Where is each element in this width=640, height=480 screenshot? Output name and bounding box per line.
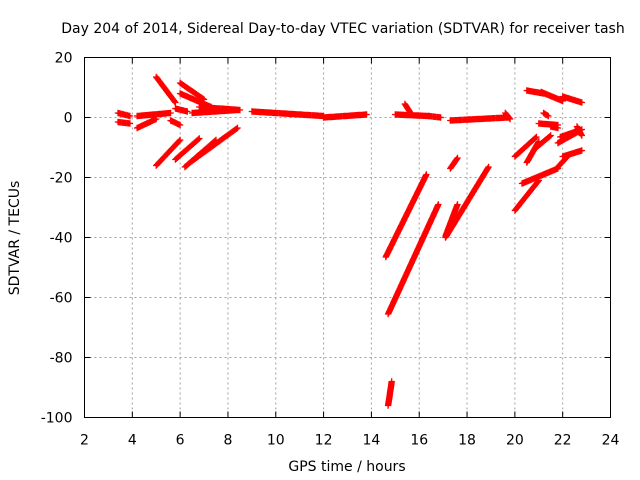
x-axis-label: GPS time / hours [288, 459, 405, 475]
data-point-series [425, 112, 444, 121]
x-tick-label: 18 [458, 433, 476, 449]
x-tick-label: 24 [602, 433, 620, 449]
y-tick-label: -100 [41, 411, 73, 427]
plot-frame [84, 57, 611, 418]
y-tick-label: -20 [50, 171, 73, 187]
data-point-series [573, 123, 585, 139]
data-point-series [176, 79, 208, 103]
data-point-series [538, 88, 566, 105]
x-tick-label: 8 [223, 433, 232, 449]
data-point-series [188, 106, 241, 117]
data-point-series [547, 123, 562, 132]
data-point-series [133, 109, 174, 120]
x-tick-label: 2 [80, 433, 89, 449]
data-point-series [442, 163, 492, 241]
data-point-series [248, 108, 327, 120]
y-tick-label: -60 [50, 291, 73, 307]
x-tick-label: 16 [410, 433, 428, 449]
data-point-series [554, 153, 571, 171]
y-tick-label: -40 [50, 231, 73, 247]
data-point-series [533, 132, 554, 151]
data-point-series [384, 378, 395, 409]
chart-title: Day 204 of 2014, Sidereal Day-to-day VTE… [61, 21, 624, 37]
data-point-series [540, 109, 552, 120]
data-point-series [447, 154, 461, 172]
data-points [114, 73, 585, 409]
x-tick-label: 14 [362, 433, 380, 449]
data-point-series [511, 133, 540, 160]
data-point-series [188, 124, 241, 165]
data-point-series [167, 117, 184, 129]
y-axis-label: SDTVAR / TECUs [7, 181, 23, 296]
data-point-series [153, 73, 179, 106]
x-tick-labels: 2 4 6 8 10 12 14 16 18 20 22 24 [80, 433, 619, 449]
y-tick-label: 0 [64, 111, 73, 127]
y-tick-label: 20 [55, 51, 73, 67]
data-point-series [114, 118, 134, 127]
data-point-series [447, 114, 511, 124]
data-point-series [172, 135, 203, 163]
data-point-series [320, 111, 370, 121]
data-point-series [384, 201, 442, 318]
x-tick-label: 22 [554, 433, 572, 449]
data-point-series [153, 136, 184, 169]
x-tick-label: 10 [267, 433, 285, 449]
data-point-series [133, 115, 160, 132]
data-point-series [172, 105, 191, 115]
x-tick-label: 20 [506, 433, 524, 449]
data-point-series [382, 171, 430, 261]
data-point-series [518, 165, 562, 187]
y-tick-labels: 20 0 -20 -40 -60 -80 -100 [41, 51, 73, 427]
data-point-series [401, 100, 413, 115]
data-point-series [392, 111, 432, 120]
data-point-series [511, 177, 542, 214]
x-tick-label: 6 [176, 433, 185, 449]
data-point-series [559, 93, 585, 106]
x-tick-label: 4 [128, 433, 137, 449]
x-tick-label: 12 [315, 433, 333, 449]
data-point-series [114, 109, 134, 120]
y-tick-label: -80 [50, 351, 73, 367]
data-point-series [502, 109, 514, 123]
